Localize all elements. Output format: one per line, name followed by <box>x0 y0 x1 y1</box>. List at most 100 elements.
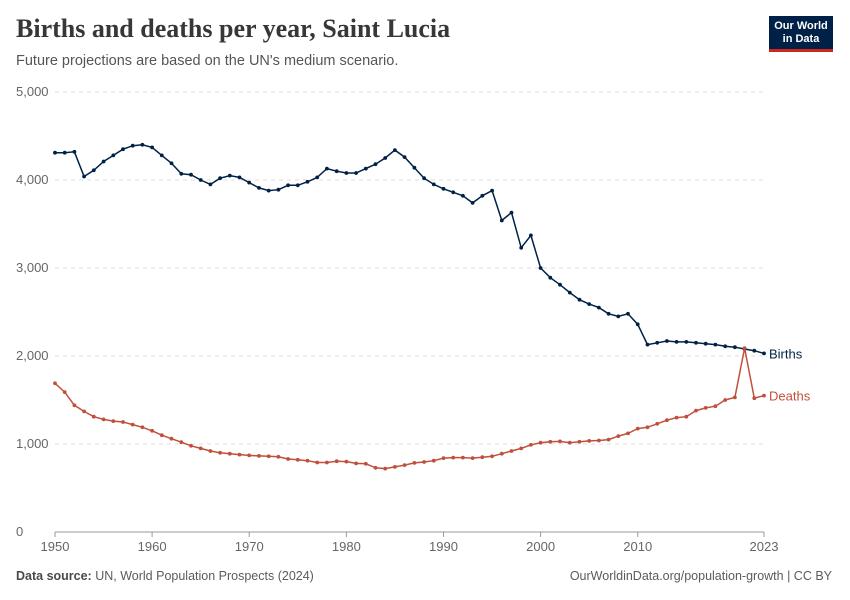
deaths-point <box>694 408 698 413</box>
y-tick-label: 1,000 <box>16 436 49 451</box>
births-point <box>189 172 193 177</box>
deaths-point <box>393 465 397 469</box>
deaths-point <box>218 450 223 455</box>
births-point <box>315 175 320 180</box>
births-point <box>393 148 397 153</box>
births-point <box>762 351 766 356</box>
deaths-point <box>344 459 349 464</box>
births-line <box>55 144 765 355</box>
deaths-point <box>490 454 494 459</box>
births-point <box>499 218 504 223</box>
deaths-point <box>451 455 456 460</box>
deaths-point <box>587 439 592 443</box>
births-point <box>470 201 475 205</box>
births-point <box>616 314 621 319</box>
births-point <box>480 193 485 198</box>
births-point <box>227 173 232 178</box>
births-point <box>363 166 368 171</box>
deaths-point <box>130 422 135 427</box>
births-point <box>703 341 708 346</box>
attribution-link[interactable]: OurWorldinData.org/population-growth | C… <box>569 569 832 583</box>
births-point <box>635 322 640 327</box>
births-point <box>538 266 543 270</box>
births-point <box>597 305 601 310</box>
deaths-point <box>529 443 533 447</box>
deaths-point <box>461 455 465 460</box>
births-point <box>295 183 300 188</box>
deaths-point <box>499 451 504 456</box>
deaths-point <box>645 425 650 430</box>
deaths-point <box>276 454 281 459</box>
y-tick-label: 4,000 <box>16 172 49 187</box>
deaths-point <box>373 465 378 470</box>
births-point <box>130 143 135 148</box>
deaths-point <box>159 433 164 438</box>
births-point <box>344 171 349 175</box>
deaths-point <box>227 451 232 456</box>
deaths-point <box>713 404 718 409</box>
births-point <box>198 178 203 182</box>
births-point <box>655 340 660 345</box>
deaths-point <box>577 439 582 444</box>
x-tick-label: 2023 <box>750 539 779 554</box>
deaths-point <box>402 463 407 467</box>
deaths-point <box>703 406 708 410</box>
deaths-point <box>305 458 310 463</box>
deaths-series-label: Deaths <box>769 389 811 404</box>
births-point <box>519 245 524 250</box>
chart-subtitle: Future projections are based on the UN's… <box>16 53 399 69</box>
deaths-point <box>295 457 300 462</box>
deaths-point <box>257 454 261 458</box>
births-point <box>169 161 174 166</box>
births-point <box>179 171 184 176</box>
series-layer <box>53 142 766 471</box>
deaths-point <box>101 417 106 422</box>
births-point <box>218 176 223 181</box>
deaths-point <box>480 455 485 460</box>
births-point <box>266 188 271 193</box>
deaths-point <box>762 393 766 398</box>
deaths-point <box>422 460 426 464</box>
deaths-point <box>635 426 640 431</box>
births-point <box>276 187 281 192</box>
births-point <box>684 340 689 344</box>
deaths-point <box>742 346 747 350</box>
deaths-point <box>121 420 125 424</box>
births-point <box>305 179 310 184</box>
births-point <box>490 188 494 193</box>
births-point <box>91 168 96 173</box>
births-point <box>509 210 514 215</box>
births-point <box>247 180 252 185</box>
deaths-point <box>247 453 252 458</box>
deaths-point <box>334 459 339 464</box>
deaths-point <box>198 446 203 451</box>
births-point <box>354 171 358 175</box>
births-point <box>257 186 261 190</box>
x-tick-label: 2010 <box>623 539 652 554</box>
y-tick-label: 0 <box>16 524 23 539</box>
x-tick-label: 2000 <box>526 539 555 554</box>
deaths-point <box>509 449 514 453</box>
births-point <box>62 150 67 155</box>
x-tick-label: 1970 <box>235 539 264 554</box>
deaths-point <box>519 446 524 451</box>
births-point <box>402 155 407 160</box>
births-point <box>412 165 417 170</box>
x-tick-label: 1990 <box>429 539 458 554</box>
deaths-point <box>723 398 728 402</box>
x-tick-label: 1950 <box>41 539 70 554</box>
births-point <box>441 186 446 191</box>
deaths-point <box>470 456 475 460</box>
births-point <box>159 153 164 158</box>
deaths-point <box>179 440 184 445</box>
births-point <box>674 340 679 344</box>
deaths-point <box>665 418 669 423</box>
births-point <box>713 342 718 347</box>
births-point <box>383 156 388 160</box>
births-point <box>121 147 125 152</box>
deaths-point <box>237 452 242 457</box>
deaths-line <box>54 347 765 470</box>
deaths-point <box>82 409 86 414</box>
deaths-point <box>111 419 116 423</box>
owid-logo[interactable]: Our World in Data <box>769 16 833 52</box>
